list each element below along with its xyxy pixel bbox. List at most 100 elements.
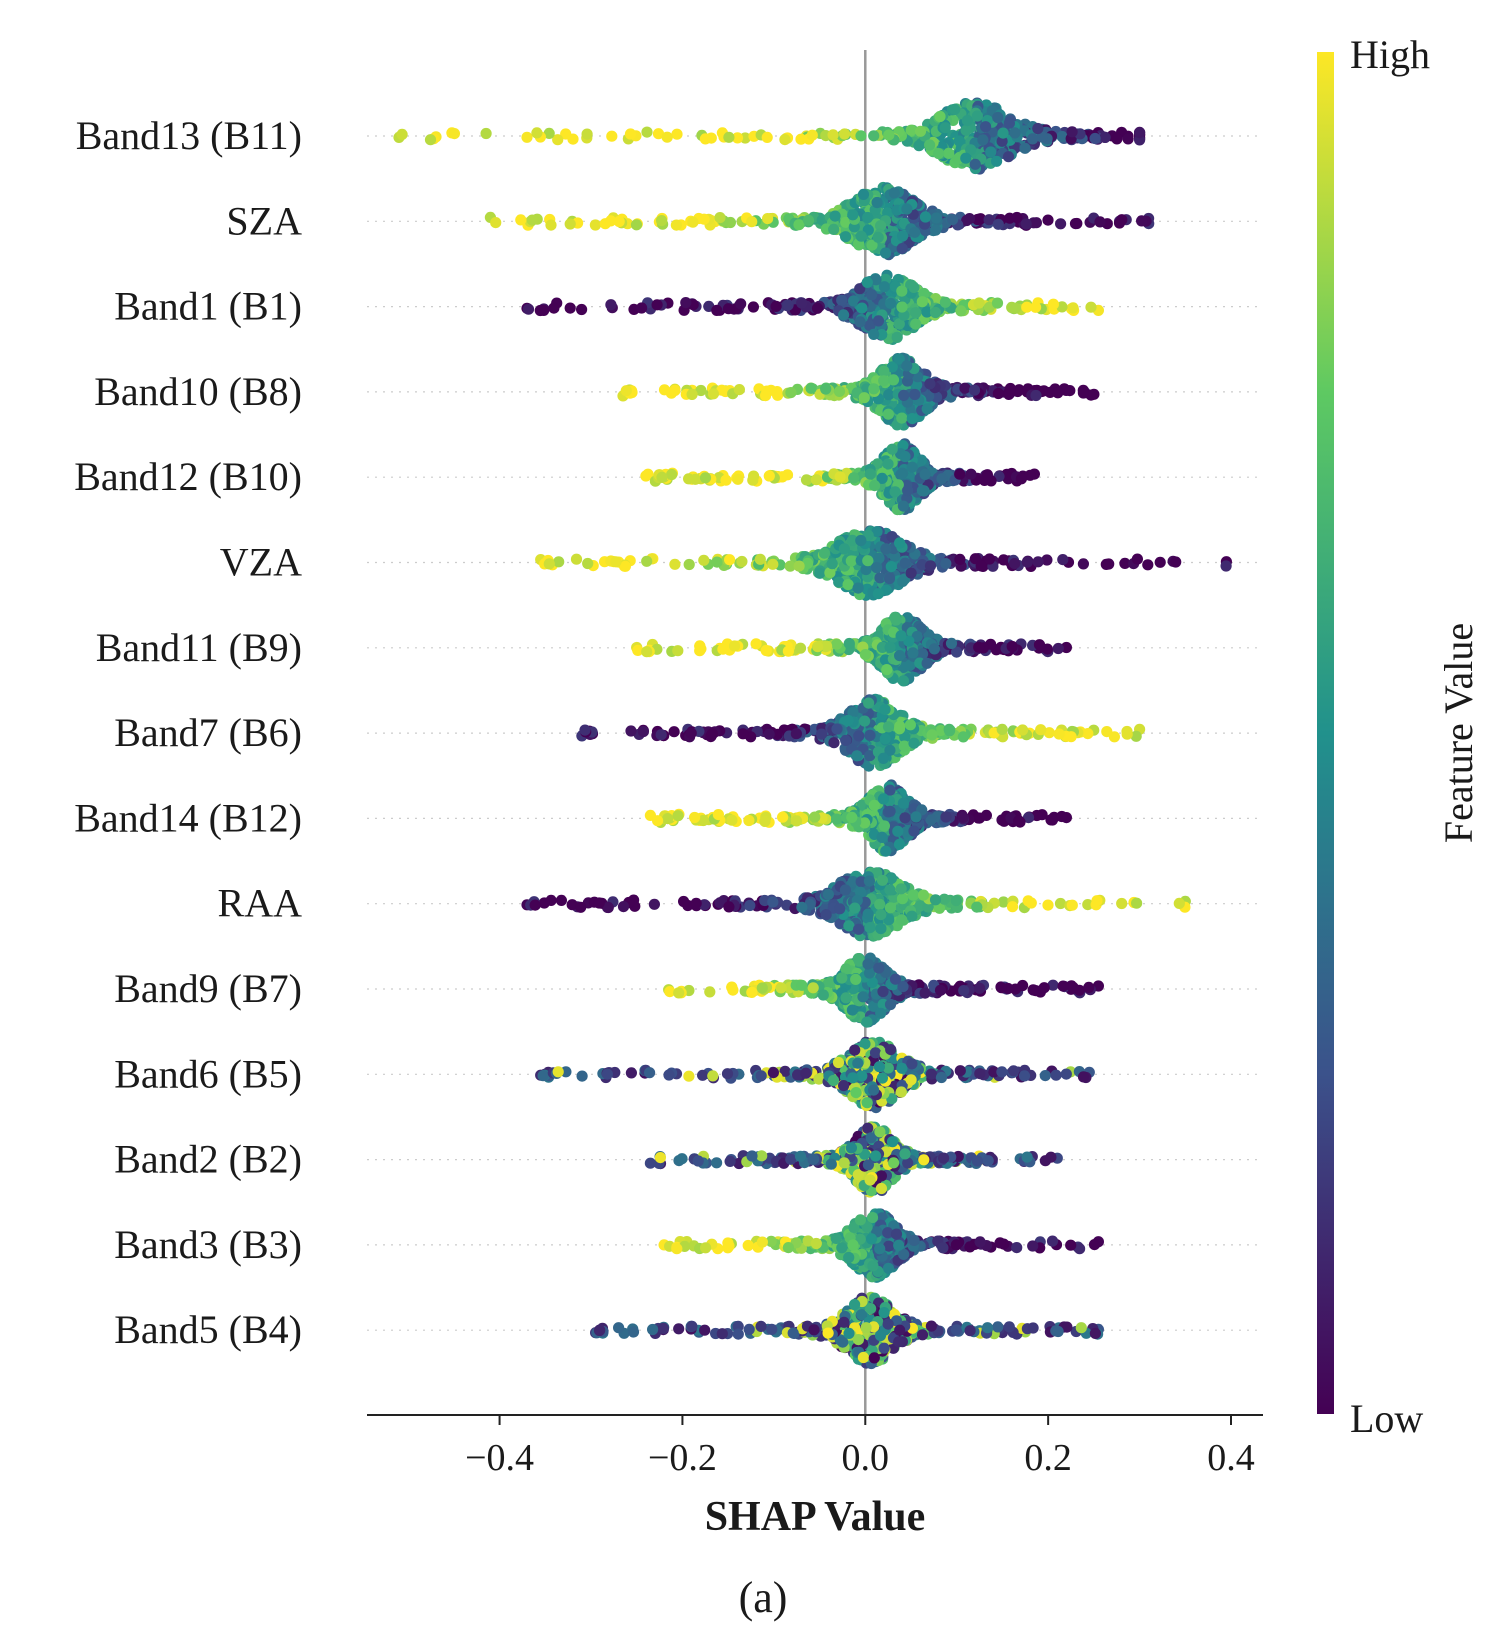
shap-point <box>944 725 956 737</box>
shap-point <box>896 285 908 297</box>
shap-point <box>972 213 984 226</box>
shap-point <box>790 815 803 827</box>
shap-point <box>807 982 819 994</box>
shap-point <box>396 128 408 140</box>
shap-point <box>877 752 890 765</box>
shap-point <box>862 908 874 920</box>
shap-point <box>480 127 492 140</box>
shap-point <box>897 797 910 809</box>
shap-point <box>543 558 555 570</box>
shap-point <box>868 130 880 142</box>
shap-point <box>892 825 904 837</box>
shap-point <box>637 726 650 738</box>
shap-point <box>690 897 702 909</box>
shap-point <box>1033 639 1046 651</box>
shap-point <box>1069 218 1082 230</box>
shap-point <box>666 468 678 481</box>
shap-point <box>894 537 906 549</box>
shap-point <box>531 127 543 139</box>
feature-swarm <box>521 269 1104 345</box>
shap-point <box>868 328 880 340</box>
shap-point <box>630 219 643 231</box>
shap-point <box>424 134 437 146</box>
shap-point <box>712 809 725 821</box>
shap-point <box>687 216 699 228</box>
shap-point <box>1113 217 1126 229</box>
shap-point <box>779 134 791 146</box>
shap-point <box>924 139 936 151</box>
shap-point <box>991 297 1004 309</box>
shap-point <box>848 472 860 484</box>
shap-point <box>875 923 887 935</box>
shap-point <box>1003 117 1016 129</box>
shap-point <box>1006 640 1018 653</box>
shap-point <box>893 318 905 330</box>
shap-point <box>876 1072 889 1084</box>
shap-point <box>877 793 890 805</box>
shap-point <box>981 471 993 483</box>
shap-point <box>818 547 831 559</box>
shap-point <box>856 302 868 314</box>
shap-point <box>1030 389 1042 402</box>
shap-point <box>790 728 803 740</box>
shap-point <box>736 555 748 568</box>
shap-point <box>863 697 875 709</box>
shap-point <box>1039 1070 1051 1082</box>
shap-point <box>992 218 1004 230</box>
shap-point <box>955 305 967 317</box>
shap-point <box>1060 1068 1072 1080</box>
shap-point <box>884 902 897 914</box>
shap-point <box>806 129 818 141</box>
shap-point <box>1108 731 1120 743</box>
shap-point <box>537 1070 549 1082</box>
shap-point <box>673 987 685 999</box>
shap-point <box>924 560 937 572</box>
shap-point <box>904 719 917 731</box>
shap-point <box>875 909 887 921</box>
shap-point <box>767 558 779 570</box>
shap-point <box>672 810 684 822</box>
shap-point <box>1054 897 1067 910</box>
shap-point <box>974 982 986 994</box>
shap-point <box>605 215 617 227</box>
shap-point <box>576 303 588 316</box>
shap-point <box>874 898 886 911</box>
shap-point <box>888 187 900 199</box>
shap-point <box>526 214 538 226</box>
shap-point <box>908 825 920 837</box>
shap-point <box>851 750 863 762</box>
shap-point <box>672 645 684 657</box>
shap-point <box>782 299 794 311</box>
shap-point <box>662 813 674 825</box>
shap-point <box>761 131 773 143</box>
shap-point <box>815 728 828 740</box>
shap-point <box>785 387 797 399</box>
shap-point <box>838 309 850 321</box>
shap-point <box>971 901 983 913</box>
shap-point <box>831 723 843 735</box>
shap-point <box>744 899 756 912</box>
shap-point <box>1085 301 1097 313</box>
shap-point <box>575 901 587 913</box>
shap-point <box>862 555 874 567</box>
shap-point <box>940 811 952 823</box>
shap-point <box>864 922 876 934</box>
shap-point <box>943 147 955 159</box>
shap-point <box>928 643 941 655</box>
shap-point <box>1099 131 1111 143</box>
shap-point <box>805 382 817 394</box>
shap-point <box>762 213 774 225</box>
shap-point <box>895 469 907 481</box>
shap-point <box>726 814 738 826</box>
shap-point <box>992 387 1005 400</box>
shap-point <box>1089 132 1101 145</box>
shap-point <box>880 247 892 259</box>
shap-point <box>896 301 908 313</box>
shap-point <box>882 721 895 733</box>
shap-point <box>973 297 985 309</box>
shap-point <box>1173 897 1185 910</box>
shap-point <box>1009 127 1021 139</box>
shap-point <box>1111 133 1123 145</box>
shap-point <box>1091 895 1103 907</box>
shap-point <box>968 384 981 396</box>
